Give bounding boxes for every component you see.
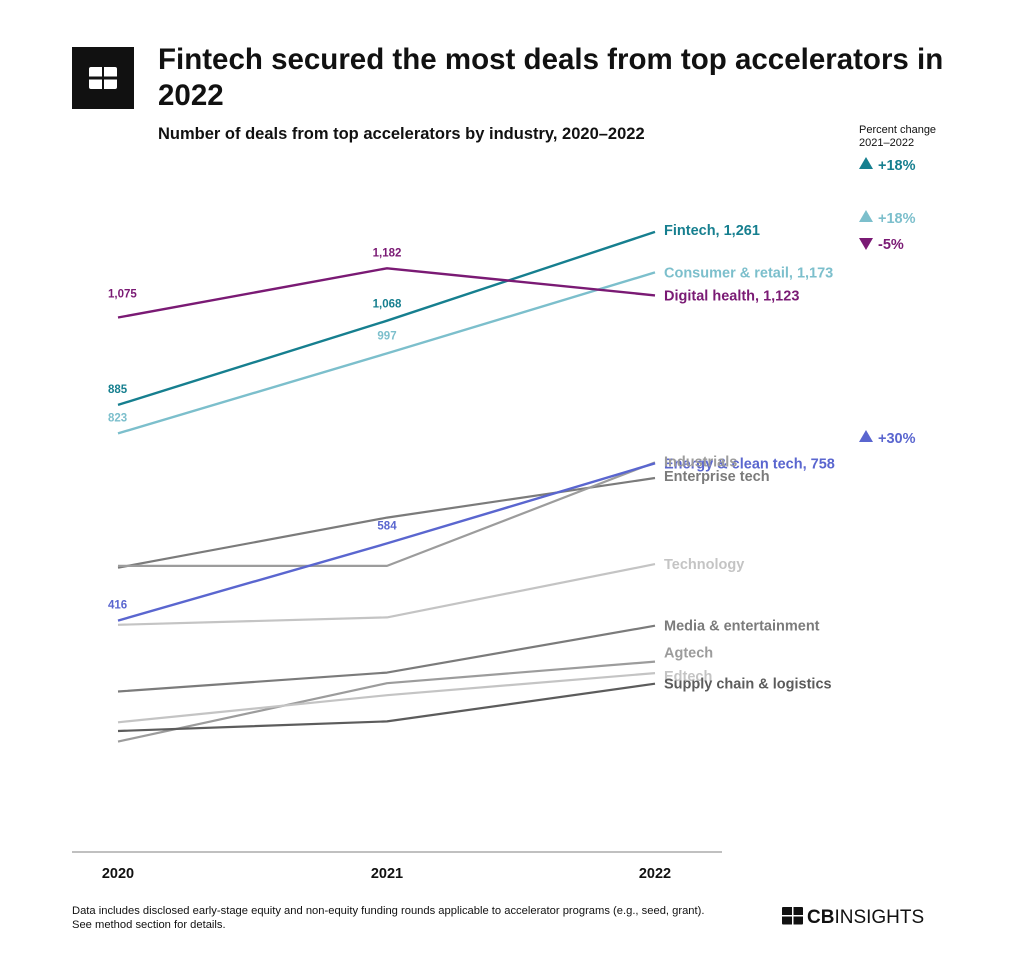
- percent-change-consumer-retail: +18%: [878, 211, 916, 227]
- series-end-label-fintech: Fintech, 1,261: [664, 223, 760, 239]
- percent-change-digital-health: -5%: [878, 237, 904, 253]
- brand-text: CBINSIGHTS: [807, 907, 924, 928]
- series-end-label-media-entertainment: Media & entertainment: [664, 619, 820, 635]
- cb-insights-wordmark-svg: CBINSIGHTS: [782, 907, 924, 928]
- data-label-digital-health-2020: 1,075: [108, 289, 137, 301]
- series-end-label-energy-clean-tech: Energy & clean tech, 758: [664, 456, 835, 472]
- up-arrow-icon-fintech: [859, 157, 873, 169]
- series-end-label-edtech: Edtech: [664, 669, 712, 685]
- line-chart: 2020 2021 2022 Fintech, 1,261 885 1,068 +18% Co…: [72, 157, 916, 882]
- chart-title: Fintech secured the most deals from top …: [158, 43, 944, 112]
- series-end-label-industrials: Industrials: [664, 454, 737, 470]
- data-label-consumer-retail-2020: 823: [108, 412, 127, 424]
- cb-insights-wordmark: CBINSIGHTS: [781, 903, 941, 929]
- series-line-edtech: [117, 672, 656, 724]
- percent-change-header: Percent change 2021–2022: [859, 124, 936, 150]
- x-tick-label-2022: 2022: [639, 866, 671, 882]
- data-label-energy-clean-tech-2020: 416: [108, 600, 127, 612]
- series-end-label-technology: Technology: [664, 557, 744, 573]
- percent-change-header-line2: 2021–2022: [859, 137, 915, 149]
- series-line-technology: [117, 563, 656, 626]
- series-line-consumer-retail: [117, 271, 656, 435]
- series-line-digital-health: [117, 267, 656, 319]
- series-line-fintech: [117, 230, 656, 407]
- series-end-label-enterprise-tech: Enterprise tech: [664, 469, 770, 485]
- up-arrow-icon-energy-clean-tech: [859, 430, 873, 442]
- data-label-fintech-2020: 885: [108, 384, 128, 396]
- data-label-consumer-retail-2021: 997: [377, 330, 396, 342]
- series-line-industrials: [118, 461, 656, 568]
- x-tick-label-2021: 2021: [371, 866, 403, 882]
- wordmark-glyph-icon: [782, 907, 803, 925]
- series-line-supply-chain-logistics: [117, 682, 656, 733]
- footnote: Data includes disclosed early-stage equi…: [72, 905, 705, 931]
- chart-subtitle: Number of deals from top accelerators by…: [158, 125, 645, 143]
- percent-change-header-line1: Percent change: [859, 124, 937, 136]
- data-label-energy-clean-tech-2021: 584: [377, 520, 397, 532]
- down-arrow-icon-digital-health: [859, 238, 873, 250]
- series-end-label-agtech: Agtech: [664, 646, 713, 662]
- series-line-media-entertainment: [117, 624, 656, 693]
- data-label-digital-health-2021: 1,182: [373, 247, 402, 259]
- percent-change-fintech: +18%: [878, 158, 916, 174]
- cb-insights-logo: [72, 47, 134, 109]
- series-end-label-consumer-retail: Consumer & retail, 1,173: [664, 265, 833, 281]
- data-label-fintech-2021: 1,068: [373, 299, 402, 311]
- series-end-label-supply-chain-logistics: Supply chain & logistics: [664, 677, 832, 693]
- series-line-energy-clean-tech: [117, 462, 656, 622]
- percent-change-energy-clean-tech: +30%: [878, 431, 916, 447]
- up-arrow-icon-consumer-retail: [859, 210, 873, 222]
- series-line-agtech: [117, 660, 656, 743]
- x-tick-label-2020: 2020: [102, 866, 134, 882]
- series-end-label-digital-health: Digital health, 1,123: [664, 288, 799, 304]
